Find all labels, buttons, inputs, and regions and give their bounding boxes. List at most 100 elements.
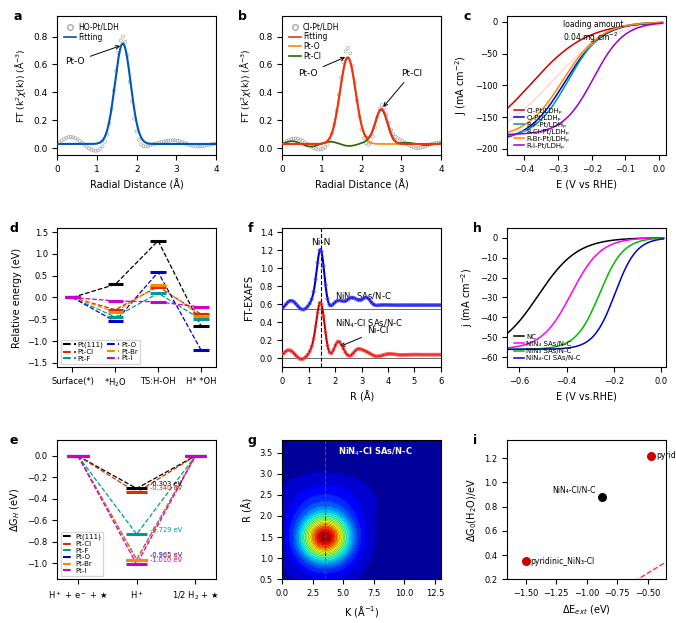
Point: [410, 350, 420, 359]
Point: [306, 342, 317, 352]
Point: [420, 300, 431, 310]
Point: [288, 297, 299, 307]
Point: [402, 300, 412, 310]
Point: [330, 297, 341, 307]
Y-axis label: R (Å): R (Å): [243, 498, 254, 521]
X-axis label: R (Å): R (Å): [349, 391, 374, 403]
Point: [163, 136, 174, 146]
Point: [370, 351, 381, 361]
Point: [380, 350, 391, 359]
Text: c: c: [463, 10, 470, 23]
Point: [81, 141, 92, 151]
Point: [304, 140, 315, 150]
Point: [427, 139, 437, 149]
Point: [385, 125, 396, 135]
Point: [424, 300, 435, 310]
Point: [63, 132, 74, 142]
Point: [388, 300, 399, 310]
Point: [308, 287, 319, 297]
Point: [646, 450, 656, 460]
Point: [292, 301, 303, 311]
Point: [136, 140, 147, 150]
Point: [417, 142, 428, 152]
Point: [320, 328, 331, 338]
Point: [368, 350, 379, 360]
Point: [294, 354, 305, 364]
Point: [316, 300, 327, 310]
Point: [391, 350, 402, 359]
Point: [314, 298, 325, 308]
Point: [93, 145, 103, 155]
Point: [326, 300, 337, 310]
Point: [322, 140, 333, 150]
Point: [356, 345, 367, 354]
Text: NiN$_4$ SAs/N-C: NiN$_4$ SAs/N-C: [335, 291, 392, 303]
Point: [285, 296, 295, 306]
Point: [412, 350, 422, 359]
Point: [124, 77, 135, 87]
Point: [362, 347, 372, 357]
Point: [208, 139, 219, 149]
Point: [358, 293, 368, 303]
Point: [379, 103, 389, 113]
Point: [126, 97, 137, 107]
Point: [384, 349, 395, 359]
Point: [311, 144, 322, 154]
Point: [352, 295, 363, 305]
Point: [190, 141, 201, 151]
Point: [291, 133, 301, 143]
Point: [406, 300, 416, 310]
Text: pyridinic_NiN₃-Cl: pyridinic_NiN₃-Cl: [531, 557, 595, 566]
Point: [393, 350, 404, 360]
Point: [195, 141, 206, 151]
Point: [356, 295, 367, 305]
Y-axis label: J (mA cm$^{-2}$): J (mA cm$^{-2}$): [454, 55, 469, 115]
Point: [318, 261, 329, 271]
X-axis label: E (V vs RHE): E (V vs RHE): [556, 179, 617, 189]
Point: [408, 300, 418, 310]
Point: [143, 141, 153, 151]
Point: [327, 129, 337, 139]
Point: [161, 136, 172, 146]
Point: [306, 142, 317, 152]
Point: [336, 296, 347, 306]
Point: [332, 337, 343, 347]
Point: [349, 78, 360, 88]
Point: [390, 300, 401, 310]
Point: [279, 348, 289, 358]
Point: [279, 302, 289, 312]
Point: [279, 138, 290, 148]
X-axis label: ΔE$_{ext}$ (eV): ΔE$_{ext}$ (eV): [562, 604, 611, 617]
Point: [108, 85, 119, 95]
Point: [145, 140, 155, 150]
Point: [165, 135, 176, 145]
Point: [281, 346, 291, 356]
Point: [406, 141, 417, 151]
Point: [346, 293, 357, 303]
Point: [343, 43, 354, 53]
Point: [313, 145, 324, 155]
Point: [308, 334, 319, 344]
Point: [318, 144, 329, 154]
Text: Pt-O: Pt-O: [298, 57, 344, 78]
Text: Ni-N: Ni-N: [311, 239, 331, 247]
Point: [408, 350, 418, 359]
Point: [324, 135, 335, 145]
Point: [431, 138, 441, 148]
Point: [402, 350, 412, 359]
Point: [318, 312, 329, 321]
Point: [342, 295, 353, 305]
Point: [425, 350, 436, 359]
Point: [129, 113, 140, 123]
Point: [306, 294, 317, 304]
Point: [345, 49, 356, 59]
Point: [170, 135, 180, 145]
Point: [372, 351, 383, 361]
Point: [314, 245, 325, 255]
Text: f: f: [247, 222, 253, 235]
Point: [366, 350, 377, 359]
Point: [344, 351, 355, 361]
Point: [386, 300, 397, 310]
Point: [344, 293, 355, 303]
Point: [414, 300, 425, 310]
